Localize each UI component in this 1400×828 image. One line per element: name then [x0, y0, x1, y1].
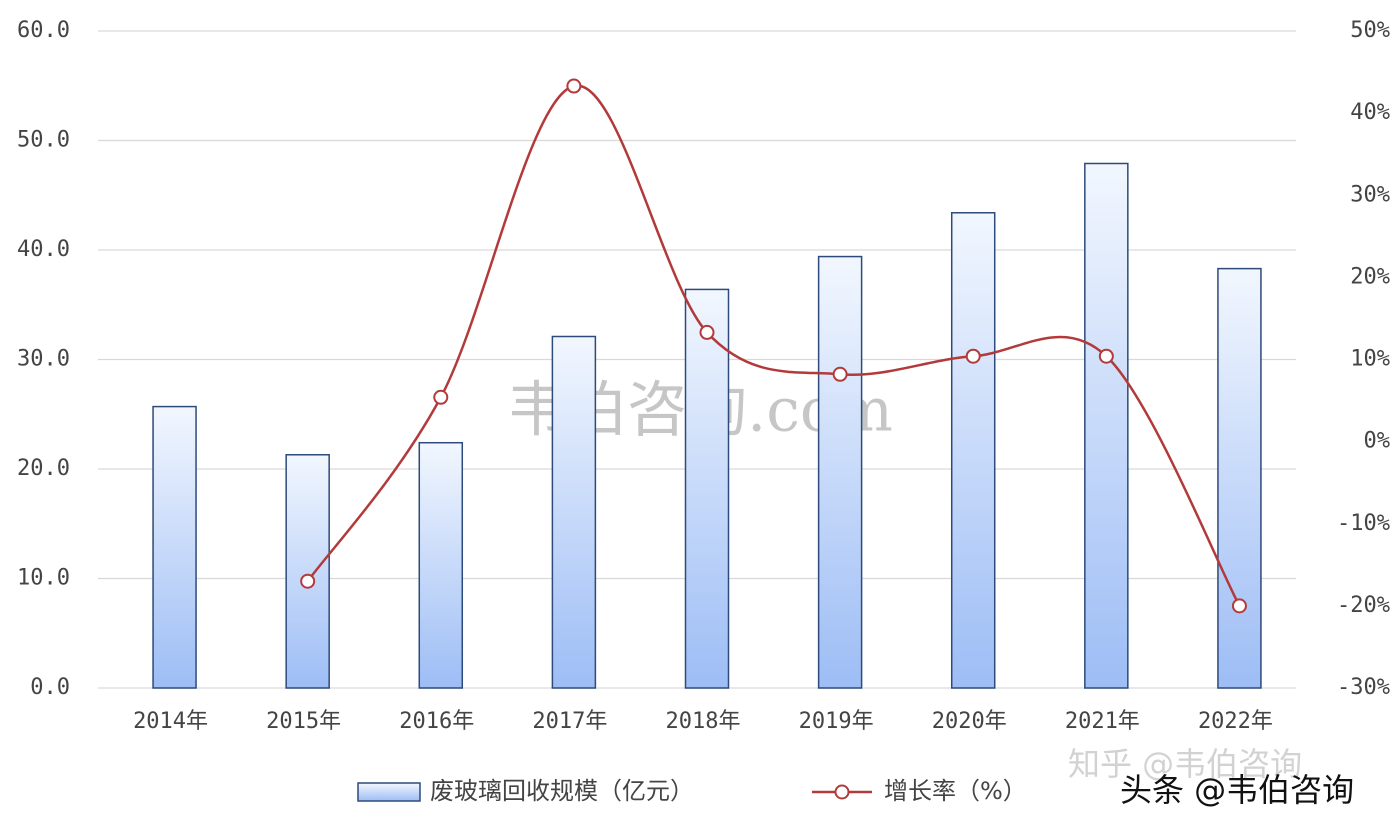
y-tick-label: 0.0	[30, 675, 70, 700]
x-tick-label: 2018年	[666, 709, 741, 734]
y-tick-label: 40.0	[17, 237, 70, 262]
bar	[950, 212, 996, 689]
line-marker	[1231, 598, 1247, 614]
y-tick-label: 60.0	[17, 18, 70, 43]
line-marker	[566, 78, 582, 94]
y2-tick-label: 10%	[1350, 347, 1390, 372]
y-tick-label: 30.0	[17, 347, 70, 372]
y2-tick-label: -20%	[1337, 593, 1390, 618]
bar	[285, 454, 330, 689]
bar	[418, 441, 464, 689]
y2-tick-label: -10%	[1337, 511, 1390, 536]
line-marker	[433, 389, 449, 405]
watermark: 头条 @韦伯咨询	[1120, 771, 1354, 809]
y-tick-label: 10.0	[17, 566, 70, 591]
y-tick-label: 50.0	[17, 128, 70, 153]
x-tick-label: 2017年	[532, 709, 607, 734]
bar	[1084, 162, 1129, 689]
line-marker	[699, 324, 715, 340]
x-tick-label: 2021年	[1065, 709, 1140, 734]
legend-swatch	[834, 784, 850, 800]
y2-tick-label: 20%	[1350, 264, 1390, 289]
y2-tick-label: 50%	[1350, 18, 1390, 43]
y2-tick-label: 0%	[1364, 429, 1391, 454]
x-tick-label: 2022年	[1198, 709, 1273, 734]
x-tick-label: 2020年	[932, 709, 1007, 734]
bar	[817, 255, 863, 689]
y2-tick-label: 30%	[1350, 182, 1390, 207]
y2-tick-label: 40%	[1350, 100, 1390, 125]
x-tick-label: 2015年	[266, 709, 341, 734]
line-marker	[965, 348, 981, 364]
bar	[152, 405, 197, 689]
legend-label: 废玻璃回收规模（亿元）	[430, 777, 694, 805]
bar	[1217, 267, 1262, 689]
bar	[551, 335, 597, 689]
y-tick-label: 20.0	[17, 456, 70, 481]
legend-label: 增长率（%）	[884, 777, 1027, 805]
bar	[684, 288, 730, 689]
x-tick-label: 2016年	[399, 709, 474, 734]
line-marker	[832, 366, 848, 382]
line-marker	[300, 573, 316, 589]
x-tick-label: 2019年	[799, 709, 874, 734]
x-tick-label: 2014年	[133, 709, 208, 734]
watermark: 知乎 @韦伯咨询	[1068, 745, 1302, 783]
y2-tick-label: -30%	[1337, 675, 1390, 700]
line-marker	[1098, 348, 1114, 364]
legend-swatch	[357, 782, 421, 802]
